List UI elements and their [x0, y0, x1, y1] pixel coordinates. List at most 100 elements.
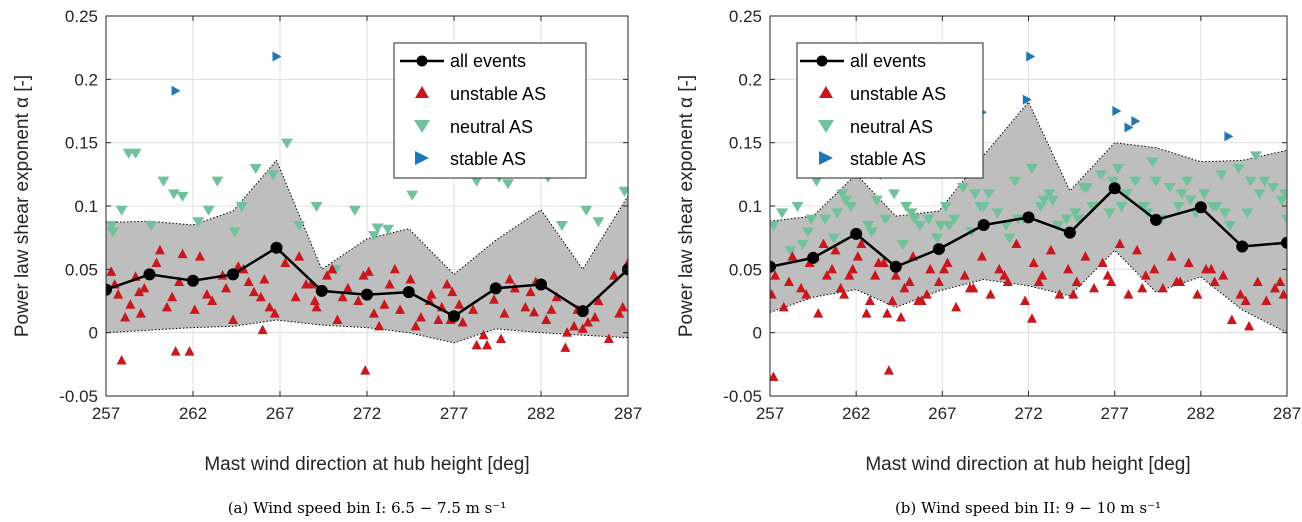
neutral-point	[784, 246, 797, 257]
neutral-point	[776, 208, 789, 219]
unstable-point	[167, 291, 178, 302]
unstable-point	[787, 251, 798, 261]
unstable-point	[478, 329, 489, 340]
unstable-point	[311, 301, 322, 312]
y-tick-label: 0.1	[738, 197, 762, 216]
unstable-point	[139, 282, 150, 293]
neutral-point	[969, 189, 982, 200]
neutral-point	[129, 148, 142, 159]
unstable-point	[426, 289, 437, 299]
x-tick-label: 282	[1187, 404, 1215, 423]
unstable-point	[184, 346, 195, 356]
neutral-point	[905, 208, 918, 219]
unstable-point	[294, 251, 305, 261]
neutral-point	[1103, 208, 1116, 219]
all-events-point	[448, 310, 460, 323]
unstable-point	[504, 273, 515, 284]
unstable-point	[1137, 282, 1148, 293]
y-tick-label: 0.05	[65, 260, 98, 279]
neutral-point	[406, 190, 419, 201]
all-events-point	[807, 251, 820, 264]
unstable-point	[1235, 289, 1246, 299]
unstable-point	[1269, 282, 1280, 293]
unstable-point	[994, 263, 1005, 274]
unstable-point	[582, 317, 593, 327]
unstable-point	[433, 314, 444, 324]
neutral-point	[931, 233, 944, 244]
neutral-point	[844, 202, 857, 212]
unstable-point	[1080, 251, 1091, 261]
x-tick-label: 282	[527, 404, 555, 423]
unstable-point	[177, 248, 188, 259]
y-tick-label: 0.15	[729, 134, 762, 153]
unstable-point	[1226, 314, 1237, 324]
unstable-point	[921, 289, 932, 299]
unstable-point	[818, 238, 829, 248]
unstable-point	[861, 308, 872, 318]
neutral-point	[943, 221, 956, 231]
all-events-point	[315, 284, 328, 297]
all-events-point	[1063, 226, 1076, 239]
neutral-point	[1224, 221, 1237, 231]
neutral-point	[235, 202, 248, 212]
unstable-point	[770, 270, 781, 280]
legend-label-neutral: neutral AS	[450, 117, 533, 137]
unstable-point	[1252, 276, 1263, 286]
unstable-point	[257, 324, 268, 335]
neutral-point	[310, 202, 323, 212]
unstable-point	[1183, 257, 1194, 267]
neutral-point	[896, 240, 909, 250]
unstable-point	[904, 276, 915, 286]
neutral-point	[293, 221, 306, 231]
unstable-point	[603, 333, 614, 343]
neutral-point	[862, 221, 875, 231]
legend-a: all events unstable AS neutral AS stable…	[393, 42, 587, 179]
all-events-point	[1150, 213, 1163, 226]
neutral-point	[367, 231, 380, 242]
neutral-point	[1115, 202, 1128, 212]
neutral-point	[371, 223, 384, 234]
unstable-point	[890, 270, 901, 280]
neutral-point	[1038, 195, 1051, 206]
all-events-point	[1281, 236, 1287, 249]
unstable-point	[306, 279, 317, 289]
unstable-point	[964, 282, 975, 293]
unstable-point	[116, 355, 127, 365]
unstable-point	[125, 299, 136, 309]
unstable-point	[870, 270, 881, 280]
neutral-point	[1279, 189, 1287, 200]
unstable-point	[1206, 263, 1217, 274]
unstable-point	[134, 286, 145, 297]
y-tick-label: 0.25	[729, 7, 762, 26]
neutral-point	[167, 189, 180, 200]
unstable-point	[520, 301, 531, 312]
neutral-point	[1172, 202, 1185, 212]
unstable-point	[783, 276, 794, 286]
unstable-point	[290, 291, 301, 302]
neutral-point	[1181, 176, 1194, 187]
neutral-point	[977, 202, 990, 212]
neutral-point	[1003, 233, 1016, 244]
neutral-point	[176, 191, 189, 202]
neutral-point	[1043, 189, 1056, 200]
unstable-point	[1278, 289, 1287, 299]
legend-label-neutral: neutral AS	[850, 117, 933, 137]
neutral-point	[1253, 189, 1266, 200]
unstable-point	[796, 282, 807, 293]
unstable-point	[1192, 289, 1203, 299]
all-events-point	[106, 283, 112, 296]
neutral-point	[888, 189, 901, 200]
unstable-point	[959, 270, 970, 280]
neutral-point	[1120, 189, 1133, 200]
unstable-point	[847, 263, 858, 274]
all-events-point	[270, 241, 283, 254]
unstable-point	[852, 251, 863, 261]
neutral-point	[796, 240, 809, 250]
neutral-point	[922, 214, 935, 225]
unstable-point	[593, 295, 604, 305]
neutral-point	[865, 227, 878, 238]
legend-b: all events unstable AS neutral AS stable…	[796, 42, 984, 179]
unstable-point	[801, 289, 812, 299]
x-axis-label-a: Mast wind direction at hub height [deg]	[204, 454, 529, 475]
x-tick-label: 267	[928, 404, 956, 423]
